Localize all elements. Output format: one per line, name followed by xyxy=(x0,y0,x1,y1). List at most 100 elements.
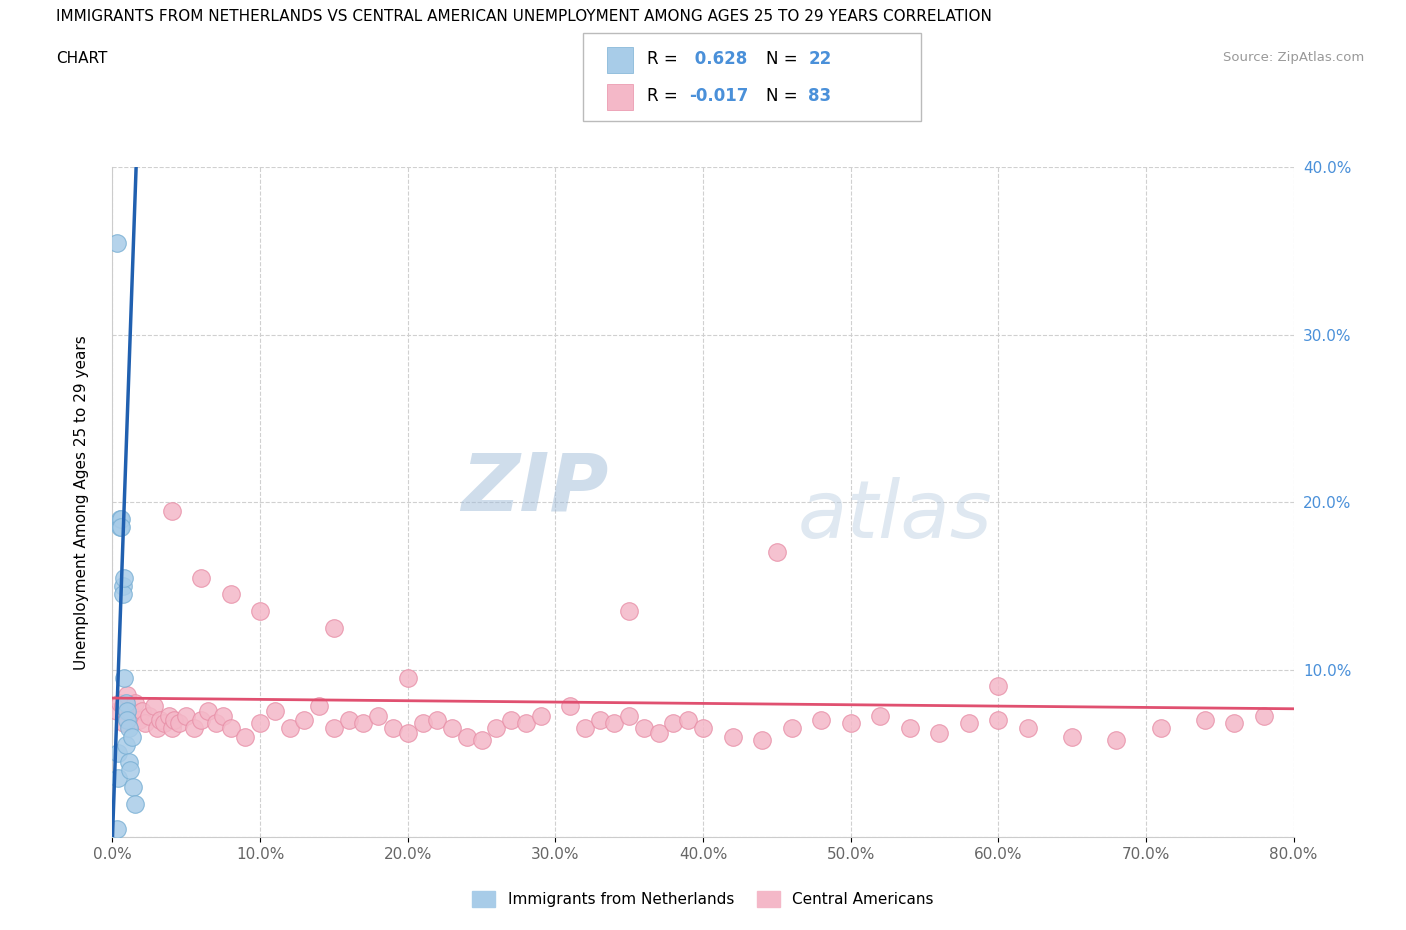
Point xyxy=(751,733,773,748)
Text: R =: R = xyxy=(647,50,683,68)
Point xyxy=(124,796,146,811)
Point xyxy=(146,721,169,736)
Point xyxy=(160,503,183,518)
Point xyxy=(662,716,685,731)
Point xyxy=(108,520,131,535)
Text: -0.017: -0.017 xyxy=(689,87,748,105)
Point xyxy=(588,712,610,727)
Point xyxy=(485,721,508,736)
Point xyxy=(574,721,596,736)
Point xyxy=(110,520,132,535)
Point xyxy=(692,721,714,736)
Point xyxy=(110,512,132,526)
Point xyxy=(108,512,131,526)
Point xyxy=(1105,733,1128,748)
Point xyxy=(337,712,360,727)
Point xyxy=(898,721,921,736)
Point xyxy=(163,712,186,727)
Y-axis label: Unemployment Among Ages 25 to 29 years: Unemployment Among Ages 25 to 29 years xyxy=(75,335,89,670)
Point xyxy=(131,704,153,719)
Point xyxy=(292,712,315,727)
Point xyxy=(157,709,180,724)
Text: atlas: atlas xyxy=(797,476,993,554)
Point xyxy=(174,709,197,724)
Point xyxy=(112,671,135,685)
Point xyxy=(114,737,136,752)
Point xyxy=(120,704,142,719)
Point xyxy=(111,699,134,714)
Point xyxy=(118,721,141,736)
Point xyxy=(190,570,212,585)
Point xyxy=(308,699,330,714)
Point xyxy=(426,712,449,727)
Point xyxy=(411,716,433,731)
Point xyxy=(1223,716,1246,731)
Point xyxy=(118,754,141,769)
Point xyxy=(153,716,176,731)
Point xyxy=(108,696,131,711)
Point xyxy=(190,712,212,727)
Point xyxy=(149,712,172,727)
Point xyxy=(839,716,862,731)
Point xyxy=(278,721,301,736)
Text: N =: N = xyxy=(766,87,803,105)
Point xyxy=(183,721,205,736)
Point xyxy=(1017,721,1039,736)
Point xyxy=(869,709,891,724)
Point xyxy=(105,235,128,250)
Text: 22: 22 xyxy=(808,50,832,68)
Legend: Immigrants from Netherlands, Central Americans: Immigrants from Netherlands, Central Ame… xyxy=(467,884,939,913)
Point xyxy=(987,679,1010,694)
Text: CHART: CHART xyxy=(56,51,108,66)
Point xyxy=(987,712,1010,727)
Point xyxy=(112,570,135,585)
Text: R =: R = xyxy=(647,87,683,105)
Point xyxy=(111,587,134,602)
Point xyxy=(111,578,134,593)
Point xyxy=(721,729,744,744)
Point xyxy=(249,604,271,618)
Point xyxy=(112,716,135,731)
Point xyxy=(117,687,138,702)
Text: IMMIGRANTS FROM NETHERLANDS VS CENTRAL AMERICAN UNEMPLOYMENT AMONG AGES 25 TO 29: IMMIGRANTS FROM NETHERLANDS VS CENTRAL A… xyxy=(56,9,993,24)
Point xyxy=(1253,709,1275,724)
Point xyxy=(105,821,128,836)
Point xyxy=(619,709,641,724)
Point xyxy=(515,716,537,731)
Point xyxy=(603,716,626,731)
Point xyxy=(249,716,271,731)
Point xyxy=(138,709,160,724)
Point xyxy=(780,721,803,736)
Text: ZIP: ZIP xyxy=(461,450,609,528)
Point xyxy=(117,712,138,727)
Point xyxy=(107,746,129,761)
Text: 0.628: 0.628 xyxy=(689,50,747,68)
Point xyxy=(352,716,374,731)
Point xyxy=(957,716,980,731)
Point xyxy=(219,721,242,736)
Point xyxy=(1150,721,1173,736)
Point xyxy=(122,779,145,794)
Point xyxy=(114,696,136,711)
Point xyxy=(323,620,346,635)
Point xyxy=(128,712,150,727)
Point xyxy=(107,771,129,786)
Point xyxy=(160,721,183,736)
Point xyxy=(121,729,143,744)
Point xyxy=(456,729,478,744)
Point xyxy=(323,721,346,736)
Point xyxy=(382,721,405,736)
Text: N =: N = xyxy=(766,50,803,68)
Text: Source: ZipAtlas.com: Source: ZipAtlas.com xyxy=(1223,51,1364,64)
Point xyxy=(212,709,235,724)
Point xyxy=(367,709,389,724)
Point xyxy=(441,721,464,736)
Point xyxy=(197,704,219,719)
Point xyxy=(117,704,138,719)
Point xyxy=(142,699,165,714)
Point xyxy=(633,721,655,736)
Text: 83: 83 xyxy=(808,87,831,105)
Point xyxy=(219,587,242,602)
Point xyxy=(766,545,789,560)
Point xyxy=(810,712,832,727)
